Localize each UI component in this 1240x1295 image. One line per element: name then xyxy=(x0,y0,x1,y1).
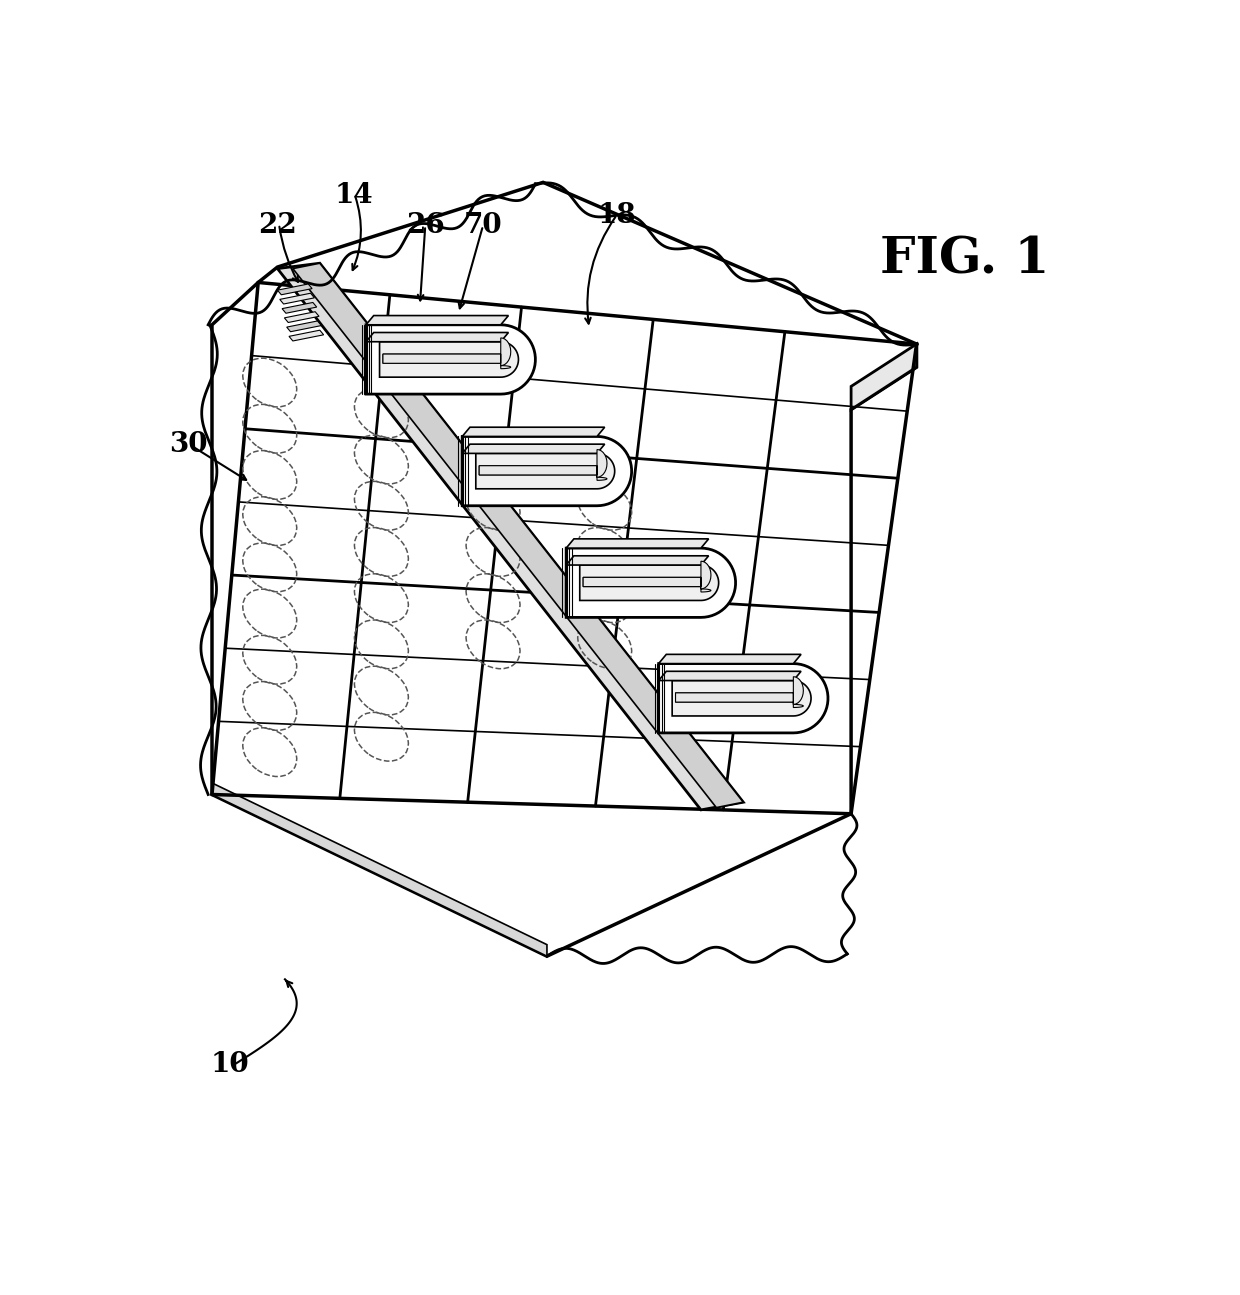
Polygon shape xyxy=(286,321,321,332)
Text: 30: 30 xyxy=(170,431,208,458)
Polygon shape xyxy=(567,548,735,618)
Polygon shape xyxy=(366,316,508,325)
Polygon shape xyxy=(479,449,608,478)
Polygon shape xyxy=(383,338,511,365)
Polygon shape xyxy=(851,344,916,409)
Polygon shape xyxy=(567,539,708,548)
Polygon shape xyxy=(289,330,324,341)
Polygon shape xyxy=(212,183,916,956)
Polygon shape xyxy=(676,677,804,704)
Polygon shape xyxy=(278,263,743,809)
Text: 14: 14 xyxy=(335,181,373,208)
Polygon shape xyxy=(293,263,743,808)
Polygon shape xyxy=(366,333,508,342)
Polygon shape xyxy=(583,561,711,589)
Text: 70: 70 xyxy=(464,211,502,238)
Polygon shape xyxy=(583,578,711,592)
Polygon shape xyxy=(280,293,315,304)
Text: 18: 18 xyxy=(598,202,636,229)
Polygon shape xyxy=(658,663,828,733)
Polygon shape xyxy=(383,354,511,369)
Polygon shape xyxy=(379,342,518,377)
Polygon shape xyxy=(567,556,708,565)
Text: 10: 10 xyxy=(211,1052,249,1079)
Text: FIG. 1: FIG. 1 xyxy=(880,236,1049,285)
Polygon shape xyxy=(463,436,631,506)
Polygon shape xyxy=(658,671,801,681)
Polygon shape xyxy=(580,565,719,601)
Polygon shape xyxy=(366,325,536,394)
Polygon shape xyxy=(658,654,801,663)
Polygon shape xyxy=(212,783,547,956)
Text: 22: 22 xyxy=(258,211,296,238)
Polygon shape xyxy=(463,444,605,453)
Polygon shape xyxy=(278,284,312,295)
Polygon shape xyxy=(463,427,605,436)
Polygon shape xyxy=(672,681,811,716)
Polygon shape xyxy=(479,466,608,480)
Text: 26: 26 xyxy=(405,211,445,238)
Polygon shape xyxy=(284,312,319,322)
Polygon shape xyxy=(281,303,316,313)
Polygon shape xyxy=(676,693,804,707)
Polygon shape xyxy=(476,453,615,488)
